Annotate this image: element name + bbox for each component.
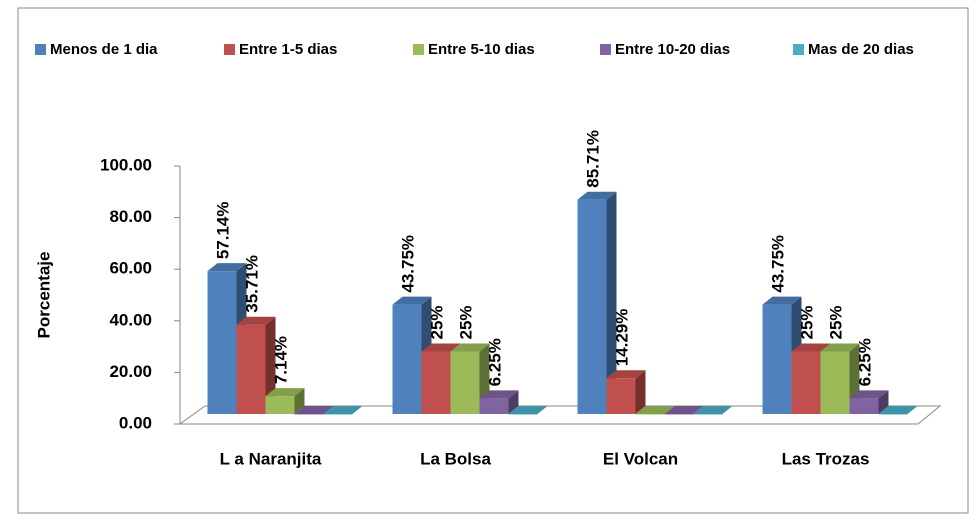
bar-front: [508, 414, 538, 415]
x-tick-label: L a Naranjita: [220, 449, 322, 468]
bar-top: [606, 370, 646, 379]
y-tick-label: 0.00: [119, 413, 152, 432]
bar-top: [577, 191, 617, 200]
value-label: 25%: [456, 305, 475, 339]
bar-front: [450, 351, 480, 414]
y-tick-label: 60.00: [109, 259, 152, 278]
bar-side: [878, 390, 889, 414]
value-label: 7.14%: [271, 336, 290, 384]
bar-front: [791, 351, 821, 414]
x-tick-label: El Volcan: [603, 449, 678, 468]
bar-top: [762, 296, 802, 305]
bar-front: [236, 324, 266, 414]
bar: [849, 390, 889, 414]
bar-front: [392, 304, 422, 414]
bar-top: [878, 406, 918, 414]
bar-front: [265, 396, 295, 414]
bar: [323, 406, 363, 415]
value-label: 57.14%: [213, 201, 232, 259]
bar-front: [664, 414, 694, 415]
bar-top: [265, 388, 305, 397]
legend-label: Menos de 1 dia: [50, 41, 158, 58]
bar-top: [392, 296, 432, 305]
bar-top: [479, 390, 519, 399]
chart-frame: [17, 7, 969, 514]
bar-top: [664, 406, 704, 414]
bar-top: [849, 390, 889, 399]
bar-front: [323, 414, 353, 415]
bar-side: [635, 370, 646, 414]
y-axis-label: Porcentaje: [34, 252, 53, 339]
y-tick-label: 40.00: [109, 310, 152, 329]
value-label: 6.25%: [855, 338, 874, 386]
bar-front: [207, 271, 237, 414]
value-label: 43.75%: [768, 235, 787, 293]
bar: [508, 406, 548, 415]
bar-front: [421, 351, 451, 414]
bar: [577, 191, 617, 414]
value-label: 25%: [826, 305, 845, 339]
floor: [178, 405, 942, 425]
bar: [664, 406, 704, 415]
bar-side: [294, 388, 305, 414]
bar-front: [479, 398, 509, 414]
legend-label: Entre 5-10 dias: [428, 41, 535, 58]
legend-label: Entre 10-20 dias: [615, 41, 730, 58]
bar-front: [606, 378, 636, 414]
bar-front: [878, 414, 908, 415]
bar-front: [577, 199, 607, 414]
bar: [635, 406, 675, 415]
bar: [294, 406, 334, 415]
bar-front: [635, 414, 665, 415]
bar-front: [294, 414, 324, 415]
legend-swatch: [224, 44, 235, 55]
bar: [236, 316, 276, 414]
bar: [265, 388, 305, 414]
bar-top: [207, 263, 247, 272]
bar-top: [421, 343, 461, 352]
bar: [606, 370, 646, 414]
value-label: 25%: [427, 305, 446, 339]
bar-front: [762, 304, 792, 414]
bar-front: [849, 398, 879, 414]
bar: [878, 406, 918, 415]
bar-side: [265, 316, 276, 414]
bar-side: [508, 390, 519, 414]
bar: [450, 343, 490, 414]
bar: [693, 406, 733, 415]
legend-label: Entre 1-5 dias: [239, 41, 337, 58]
y-tick-label: 80.00: [109, 207, 152, 226]
bar: [479, 390, 519, 414]
bar-top: [791, 343, 831, 352]
value-label: 14.29%: [612, 309, 631, 367]
y-tick-label: 20.00: [109, 362, 152, 381]
x-tick-label: La Bolsa: [420, 449, 491, 468]
value-label: 43.75%: [398, 235, 417, 293]
x-tick-label: Las Trozas: [782, 449, 870, 468]
bar-front: [820, 351, 850, 414]
value-label: 35.71%: [242, 255, 261, 313]
legend-swatch: [793, 44, 804, 55]
legend-swatch: [600, 44, 611, 55]
bar-top: [294, 406, 334, 414]
value-label: 6.25%: [485, 338, 504, 386]
bar-top: [693, 406, 733, 414]
bar-top: [450, 343, 490, 352]
bar-top: [820, 343, 860, 352]
bar-top: [635, 406, 675, 414]
value-label: 25%: [797, 305, 816, 339]
bar-side: [606, 191, 617, 414]
bar-top: [236, 316, 276, 325]
value-label: 85.71%: [583, 130, 602, 188]
bar-front: [693, 414, 723, 415]
bar-top: [323, 406, 363, 414]
bar-top: [508, 406, 548, 414]
legend-label: Mas de 20 dias: [808, 41, 914, 58]
y-tick-label: 100.00: [100, 155, 152, 174]
legend-swatch: [35, 44, 46, 55]
legend-swatch: [413, 44, 424, 55]
